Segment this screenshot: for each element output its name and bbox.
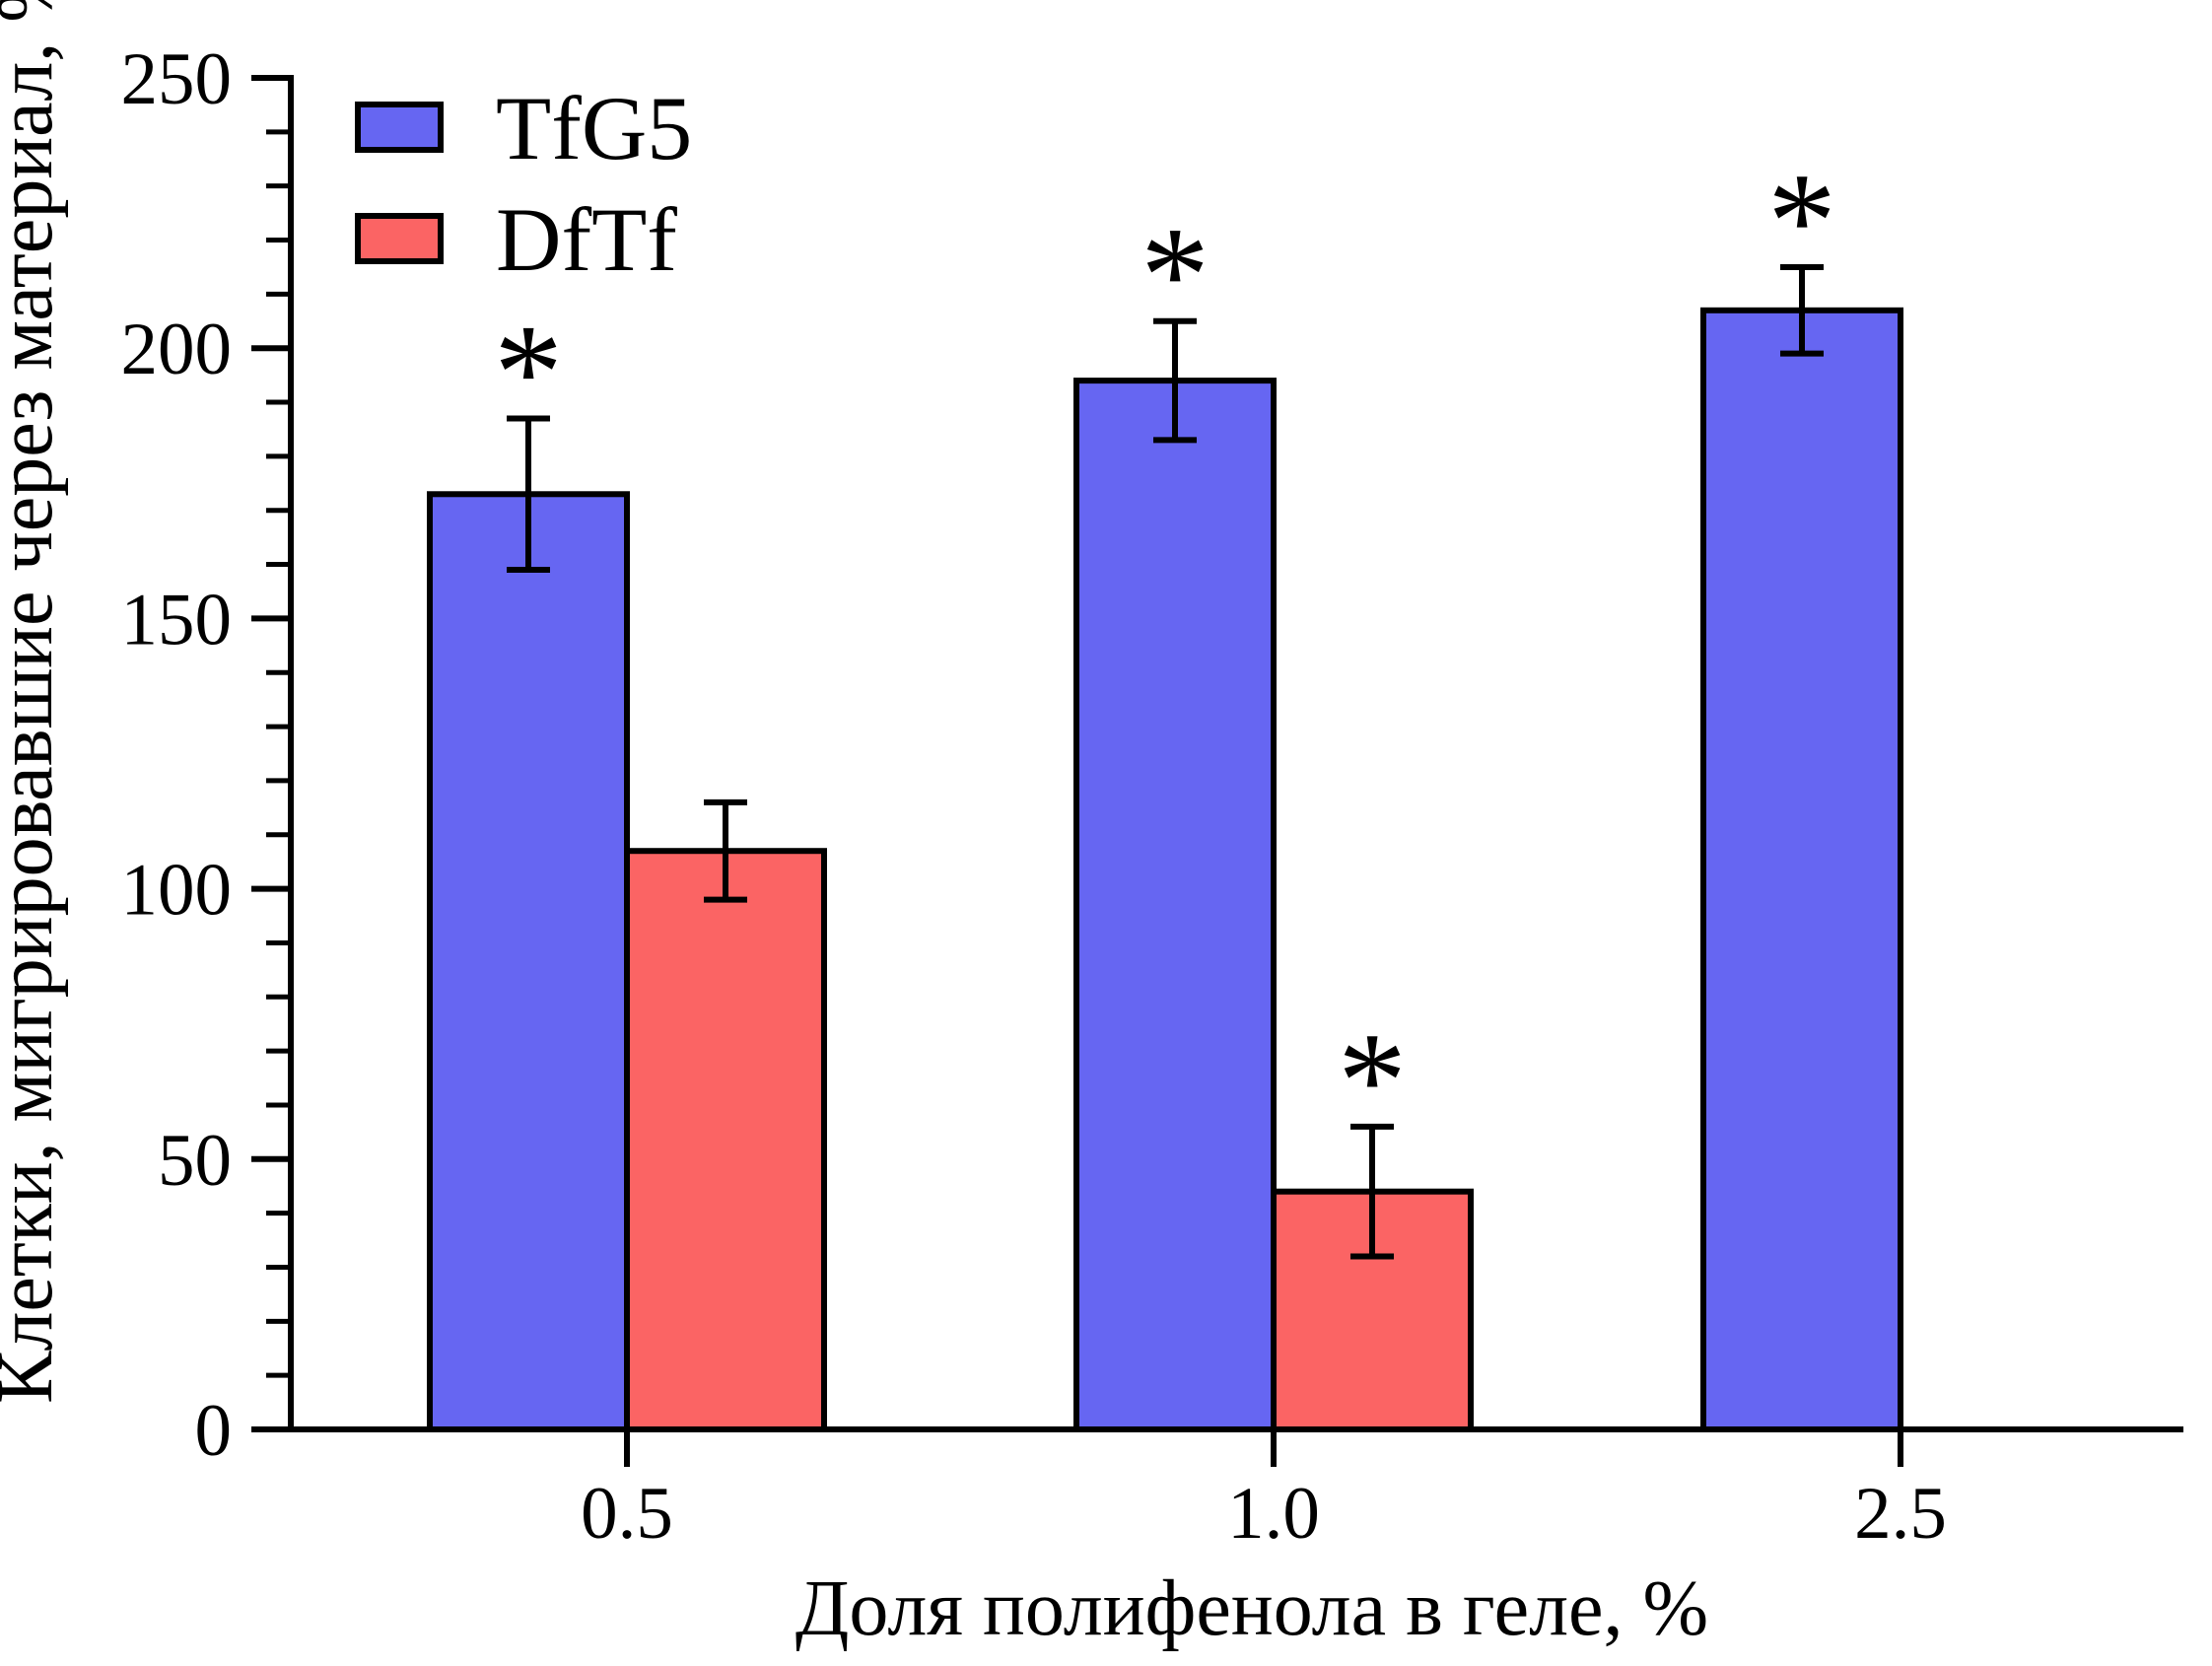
- bar-DfTf-0.5: [624, 848, 827, 1432]
- legend-swatch-DfTf: [355, 213, 444, 264]
- y-tick-label-250: 250: [121, 38, 233, 120]
- legend-swatch-TfG5: [355, 102, 444, 153]
- x-tick-label-1.0: 1.0: [1227, 1473, 1320, 1555]
- y-tick-label-200: 200: [121, 309, 233, 390]
- x-tick-label-2.5: 2.5: [1854, 1473, 1947, 1555]
- significance-star-TfG5-2.5: *: [1767, 145, 1836, 298]
- bar-TfG5-0.5: [427, 491, 630, 1432]
- x-tick-label-0.5: 0.5: [581, 1473, 673, 1555]
- legend-label-DfTf: DfTf: [496, 189, 677, 290]
- significance-star-DfTf-1.0: *: [1338, 1005, 1407, 1157]
- y-tick-label-50: 50: [158, 1120, 232, 1202]
- significance-star-TfG5-1.0: *: [1141, 199, 1210, 352]
- bar-TfG5-2.5: [1700, 307, 1903, 1432]
- y-tick-label-100: 100: [121, 850, 233, 932]
- y-tick-label-150: 150: [121, 579, 233, 660]
- y-axis-title: Клетки, мигрировавшие через материал, %: [0, 0, 69, 1404]
- legend-label-TfG5: TfG5: [496, 78, 692, 178]
- bar-TfG5-1.0: [1073, 378, 1277, 1432]
- y-tick-label-0: 0: [195, 1390, 233, 1472]
- x-axis-title: Доля полифенола в геле, %: [795, 1565, 1708, 1652]
- significance-star-TfG5-0.5: *: [494, 296, 563, 449]
